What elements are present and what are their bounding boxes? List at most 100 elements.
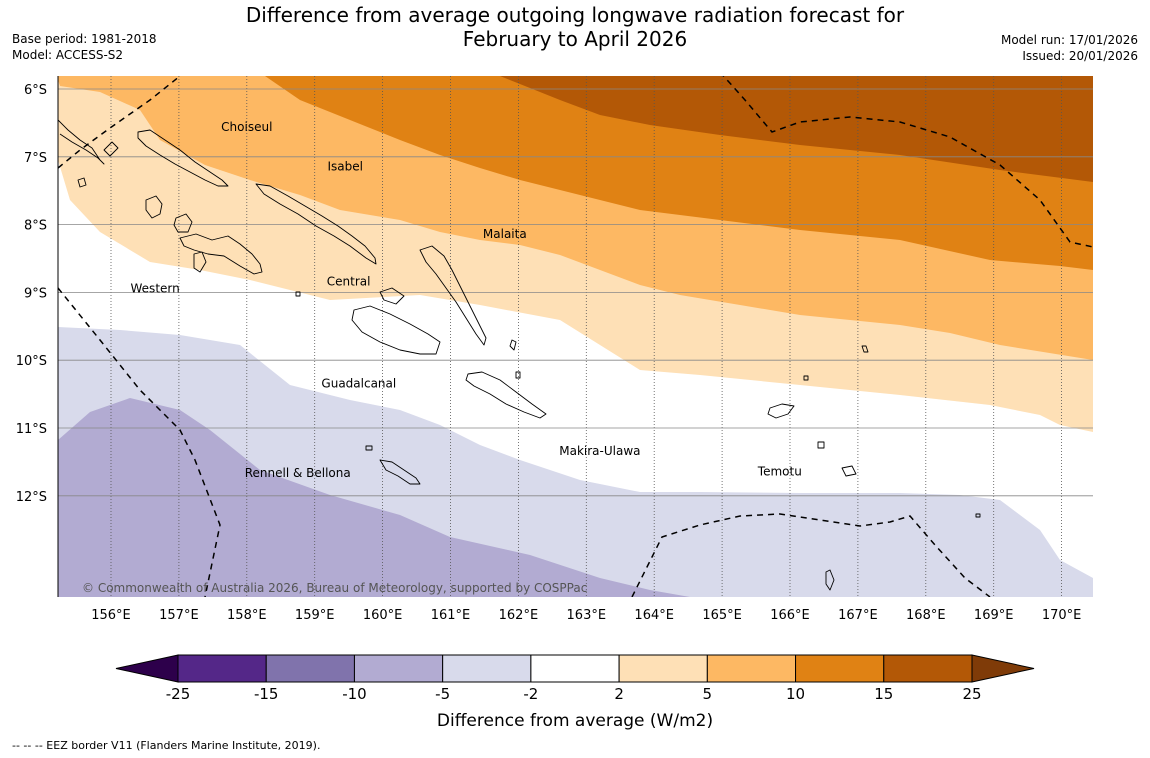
longitude-labels: 156°E 157°E 158°E 159°E 160°E 161°E 162°E 163°E… xyxy=(91,608,1081,623)
band-plus-15-to-25 xyxy=(500,76,1093,182)
latitude-label: 9°S xyxy=(24,286,47,301)
colorbar-segment xyxy=(530,654,620,683)
colorbar-tick-label: 10 xyxy=(786,685,805,703)
bougainville-coast xyxy=(58,119,105,165)
new-georgia xyxy=(179,233,263,275)
colorbar-segment xyxy=(177,654,267,683)
meta-left: Base period: 1981-2018 Model: ACCESS-S2 xyxy=(12,31,157,63)
isabel-island xyxy=(255,183,377,265)
colorbar-tick-label: -10 xyxy=(342,685,367,703)
longitude-label: 169°E xyxy=(974,608,1014,623)
longitude-label: 161°E xyxy=(431,608,471,623)
colorbar-tick-label: 15 xyxy=(874,685,893,703)
colorbar-segment xyxy=(353,654,444,683)
province-labels: Choiseul Isabel Malaita Western Central Guada… xyxy=(131,120,802,480)
province-label: Temotu xyxy=(757,464,802,478)
colorbar-tick-label: -15 xyxy=(254,685,279,703)
copyright-text: © Commonwealth of Australia 2026, Bureau… xyxy=(82,581,587,595)
colorbar-tick-label: -2 xyxy=(523,685,538,703)
province-label: Western xyxy=(131,281,180,295)
kolombangara xyxy=(173,213,193,233)
bougainville-tip xyxy=(103,141,119,157)
vanikoro-island xyxy=(841,465,857,477)
issued-text: Issued: 20/01/2026 xyxy=(1022,49,1138,63)
eez-border-north-east xyxy=(722,76,1093,248)
title-line-2: February to April 2026 xyxy=(462,27,688,51)
eez-border-south-east xyxy=(631,513,991,597)
province-label: Isabel xyxy=(328,159,363,173)
province-label: Makira-Ulawa xyxy=(559,444,640,458)
province-label: Malaita xyxy=(483,227,527,241)
colorbar-over-arrow xyxy=(971,654,1035,683)
latitude-labels: 6°S 7°S 8°S 9°S 10°S 11°S 12°S xyxy=(16,83,47,505)
model-text: Model: ACCESS-S2 xyxy=(12,48,124,62)
longitude-label: 170°E xyxy=(1042,608,1082,623)
colorbar-tick-label: 5 xyxy=(703,685,713,703)
latitude-label: 8°S xyxy=(24,219,47,234)
colorbar-tick-label: -5 xyxy=(435,685,450,703)
tikopia-anuta xyxy=(825,569,835,591)
russell-islands xyxy=(295,291,301,297)
choiseul-island xyxy=(137,129,229,187)
latitude-label: 11°S xyxy=(16,422,47,437)
reef-islands xyxy=(803,375,809,381)
duff-islands xyxy=(861,345,869,353)
latitude-label: 6°S xyxy=(24,83,47,98)
eez-border-west xyxy=(58,287,221,597)
longitude-label: 168°E xyxy=(906,608,946,623)
guadalcanal-island xyxy=(351,305,441,355)
title-line-1: Difference from average outgoing longwav… xyxy=(245,3,905,27)
longitude-label: 165°E xyxy=(702,608,742,623)
colorbar-segment xyxy=(883,654,973,683)
colorbar-under-arrow xyxy=(115,654,179,683)
santa-cruz-islands xyxy=(767,403,795,419)
colorbar-segment xyxy=(795,654,885,683)
province-label: Guadalcanal xyxy=(321,376,396,390)
model-run-text: Model run: 17/01/2026 xyxy=(1000,33,1138,47)
longitude-label: 158°E xyxy=(227,608,267,623)
ulawa-island xyxy=(515,371,521,379)
small-islet xyxy=(975,513,981,518)
makira-island xyxy=(465,371,547,419)
province-label: Central xyxy=(327,275,371,289)
latitude-gridlines xyxy=(58,88,1093,497)
map-plot-area: Choiseul Isabel Malaita Western Central Guada… xyxy=(58,76,1093,597)
eez-borders xyxy=(58,76,1093,597)
province-label: Rennell & Bellona xyxy=(245,466,351,480)
coastlines xyxy=(58,119,981,591)
province-label: Choiseul xyxy=(221,120,272,134)
colorbar-segment xyxy=(618,654,708,683)
rennell-island xyxy=(379,459,421,485)
latitude-label: 12°S xyxy=(16,490,47,505)
chart-title: Difference from average outgoing longwav… xyxy=(0,3,1150,51)
longitude-label: 167°E xyxy=(838,608,878,623)
longitude-label: 164°E xyxy=(634,608,674,623)
longitude-label: 159°E xyxy=(295,608,335,623)
colorbar-tick-label: 25 xyxy=(962,685,981,703)
colorbar-label: Difference from average (W/m2) xyxy=(437,711,713,731)
longitude-label: 166°E xyxy=(770,608,810,623)
malaita-island xyxy=(419,245,487,346)
vella-lavella xyxy=(145,195,163,219)
colorbar-segment xyxy=(442,654,532,683)
small-malaita xyxy=(509,339,517,351)
latitude-label: 7°S xyxy=(24,151,47,166)
colorbar-segment xyxy=(265,654,355,683)
base-period-text: Base period: 1981-2018 xyxy=(12,32,157,46)
colorbar-segment xyxy=(706,654,797,683)
utupua-island xyxy=(817,441,825,449)
eez-footnote: -- -- -- EEZ border V11 (Flanders Marine… xyxy=(12,739,321,752)
longitude-label: 162°E xyxy=(499,608,539,623)
florida-islands xyxy=(379,287,405,305)
rendova xyxy=(193,251,207,273)
colorbar-tick-label: -25 xyxy=(166,685,191,703)
longitude-label: 157°E xyxy=(159,608,199,623)
latitude-label: 10°S xyxy=(16,354,47,369)
longitude-label: 163°E xyxy=(567,608,607,623)
bellona-island xyxy=(365,445,373,451)
longitude-label: 160°E xyxy=(363,608,403,623)
shortland-islands xyxy=(77,177,87,188)
longitude-label: 156°E xyxy=(91,608,131,623)
